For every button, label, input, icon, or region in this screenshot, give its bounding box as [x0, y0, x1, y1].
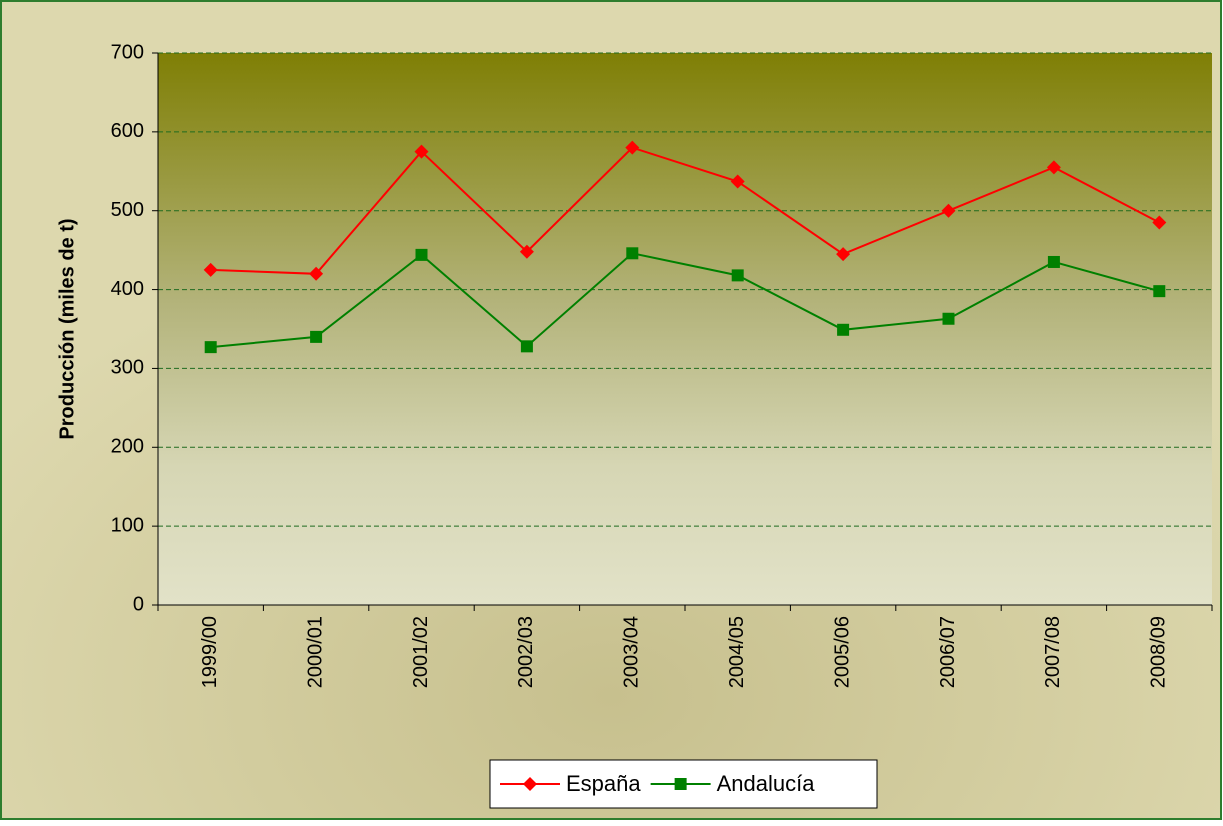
marker: [310, 330, 323, 343]
y-tick-label: 400: [111, 278, 144, 300]
marker: [730, 174, 745, 189]
y-tick-label: 500: [111, 199, 144, 221]
x-tick-label: 1999/00: [199, 616, 221, 688]
y-tick-label: 600: [111, 120, 144, 142]
y-tick-label: 0: [133, 593, 144, 615]
marker: [415, 248, 428, 261]
marker: [836, 247, 851, 262]
marker: [941, 203, 956, 218]
marker: [1153, 285, 1166, 298]
marker: [309, 266, 324, 281]
plot-area: [158, 53, 1212, 605]
marker: [942, 312, 955, 325]
y-tick-label: 100: [111, 514, 144, 536]
x-tick-label: 2001/02: [410, 616, 432, 688]
marker: [523, 777, 537, 791]
marker: [203, 262, 218, 277]
legend-label: España: [566, 771, 641, 796]
marker: [626, 247, 639, 260]
marker: [731, 269, 744, 282]
marker: [519, 244, 534, 259]
marker: [625, 140, 640, 155]
marker: [1152, 215, 1167, 230]
x-tick-label: 2006/07: [937, 616, 959, 688]
x-tick-label: 2007/08: [1042, 616, 1064, 688]
x-tick-label: 2004/05: [726, 616, 748, 688]
x-tick-label: 2002/03: [515, 616, 537, 688]
x-tick-label: 2000/01: [304, 616, 326, 688]
legend: España Andalucía: [489, 759, 878, 809]
marker: [414, 144, 429, 159]
series-line: [210, 146, 1160, 275]
marker: [520, 340, 533, 353]
y-tick-label: 200: [111, 436, 144, 458]
marker: [204, 341, 217, 354]
marker: [674, 778, 687, 790]
marker: [1047, 255, 1060, 268]
y-axis-title: Producción (miles de t): [56, 218, 78, 439]
x-tick-label: 2008/09: [1148, 616, 1170, 688]
series-line: [210, 252, 1160, 349]
y-tick-label: 700: [111, 41, 144, 63]
marker: [1046, 160, 1061, 175]
legend-label: Andalucía: [717, 771, 816, 796]
y-tick-label: 300: [111, 357, 144, 379]
x-tick-label: 2003/04: [621, 616, 643, 688]
x-tick-label: 2005/06: [831, 616, 853, 688]
marker: [837, 323, 850, 336]
